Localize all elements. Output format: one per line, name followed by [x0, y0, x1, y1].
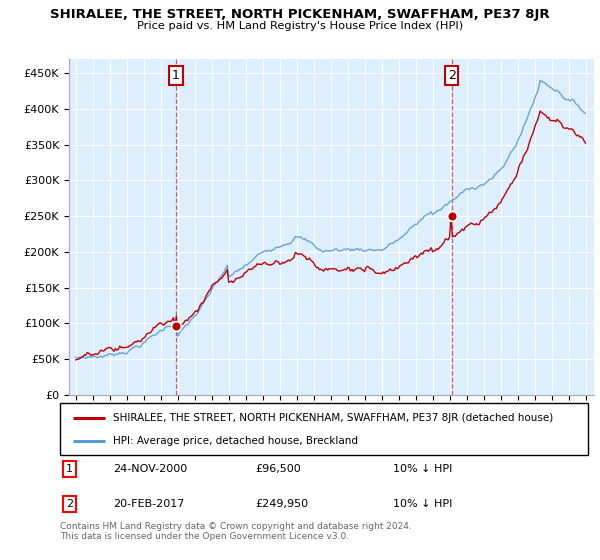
Text: 1: 1: [66, 464, 73, 474]
Text: 20-FEB-2017: 20-FEB-2017: [113, 499, 184, 509]
FancyBboxPatch shape: [60, 403, 588, 455]
Text: 24-NOV-2000: 24-NOV-2000: [113, 464, 187, 474]
Text: 2: 2: [66, 499, 73, 509]
Text: 10% ↓ HPI: 10% ↓ HPI: [392, 464, 452, 474]
Text: 10% ↓ HPI: 10% ↓ HPI: [392, 499, 452, 509]
Text: £96,500: £96,500: [256, 464, 301, 474]
Text: 2: 2: [448, 69, 456, 82]
Text: £249,950: £249,950: [256, 499, 308, 509]
Text: HPI: Average price, detached house, Breckland: HPI: Average price, detached house, Brec…: [113, 436, 358, 446]
Text: SHIRALEE, THE STREET, NORTH PICKENHAM, SWAFFHAM, PE37 8JR: SHIRALEE, THE STREET, NORTH PICKENHAM, S…: [50, 8, 550, 21]
Text: Contains HM Land Registry data © Crown copyright and database right 2024.
This d: Contains HM Land Registry data © Crown c…: [60, 522, 412, 542]
Text: SHIRALEE, THE STREET, NORTH PICKENHAM, SWAFFHAM, PE37 8JR (detached house): SHIRALEE, THE STREET, NORTH PICKENHAM, S…: [113, 413, 553, 423]
Text: 1: 1: [172, 69, 180, 82]
Text: Price paid vs. HM Land Registry's House Price Index (HPI): Price paid vs. HM Land Registry's House …: [137, 21, 463, 31]
